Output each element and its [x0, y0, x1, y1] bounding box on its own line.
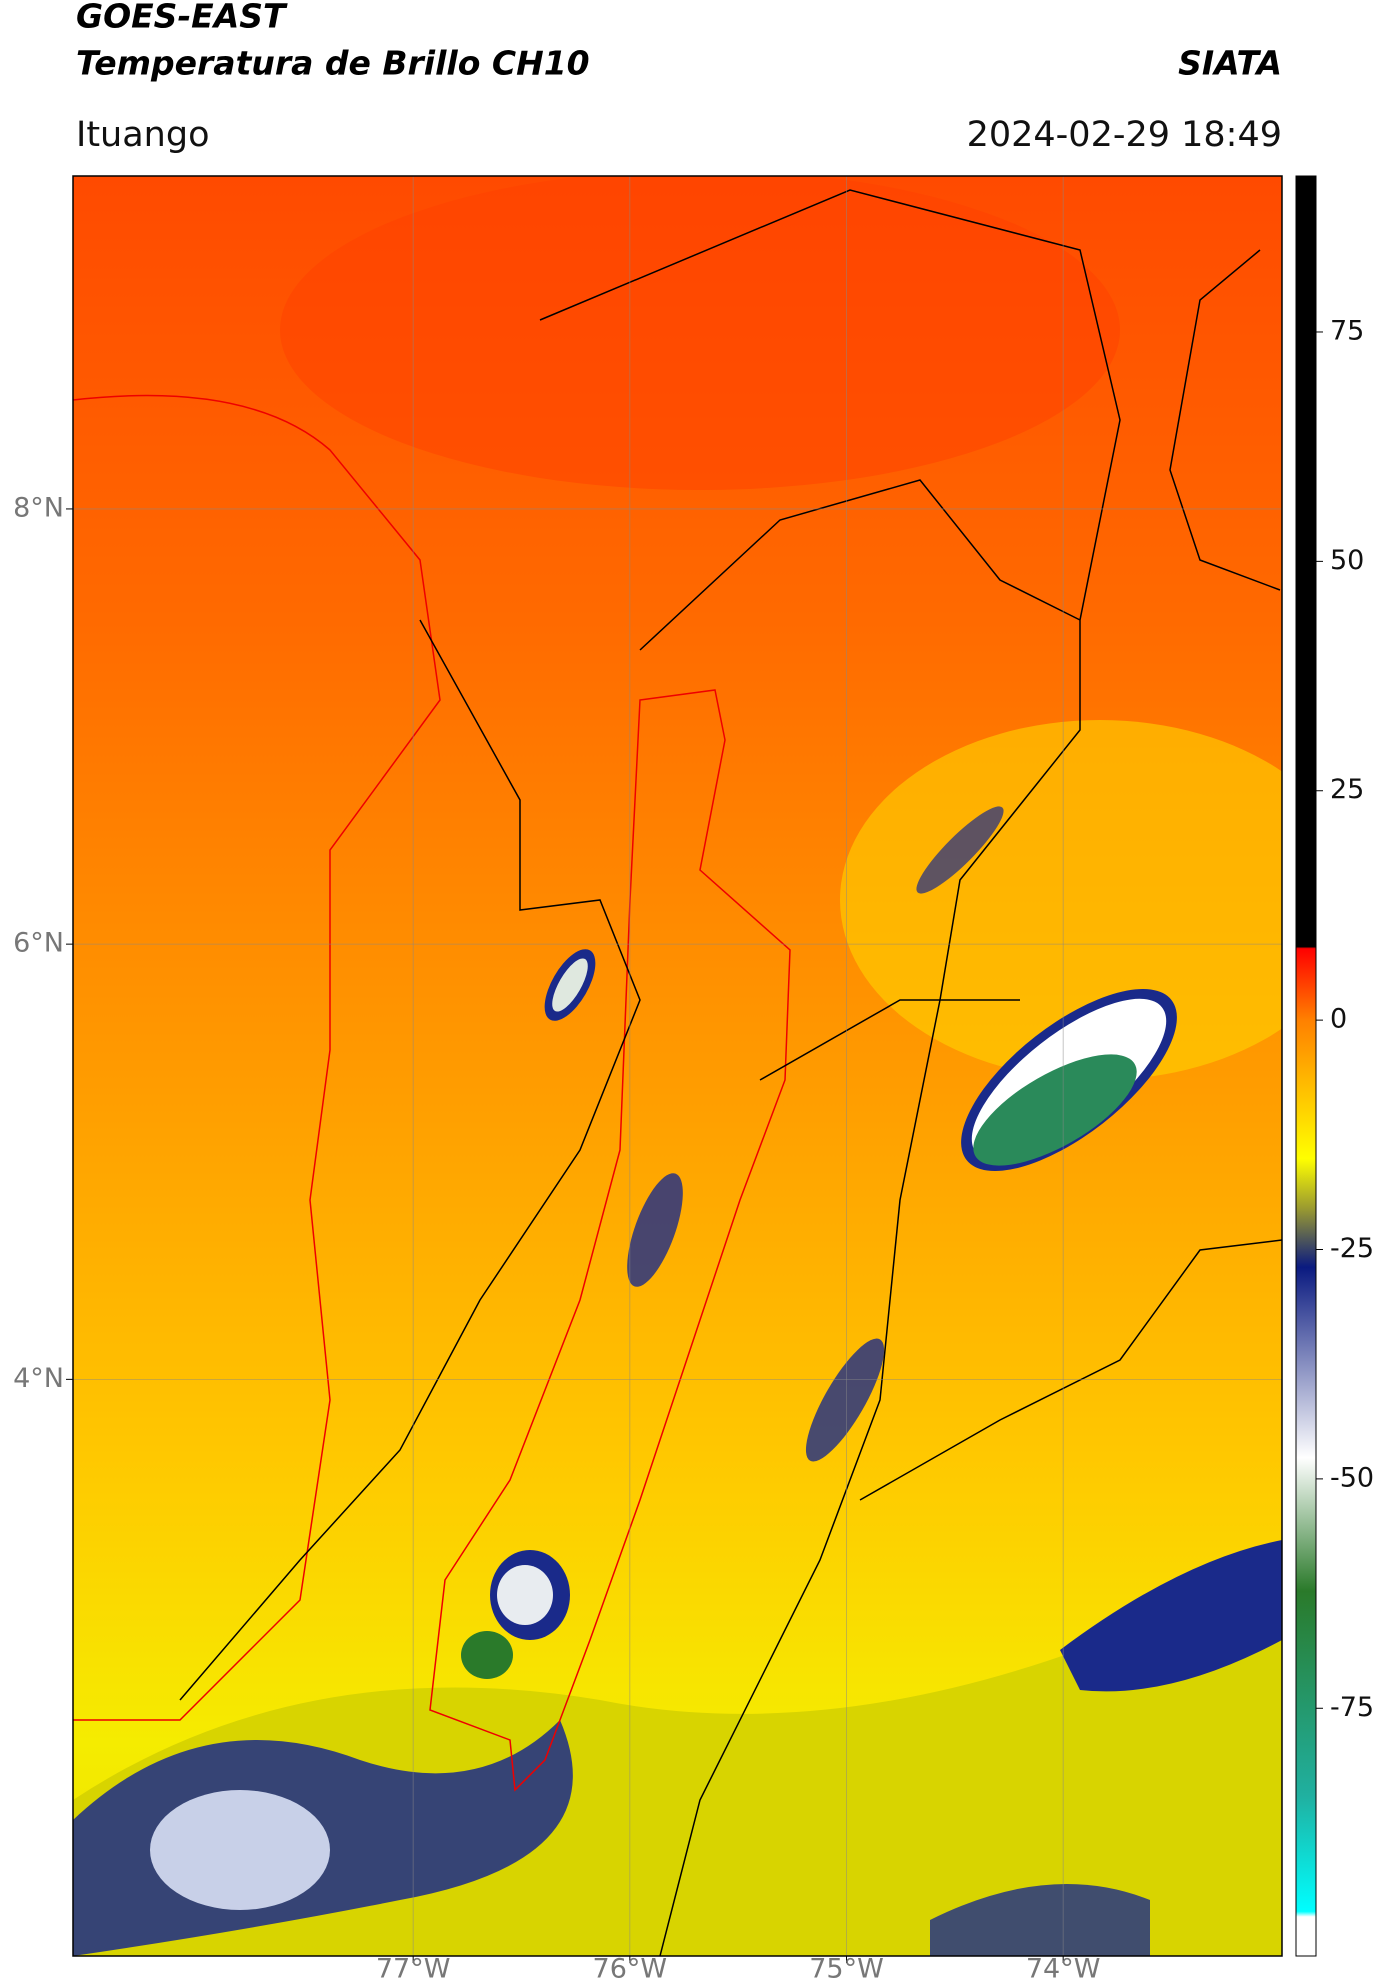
- x-tick-label: 74°W: [1026, 1954, 1101, 1982]
- colorbar-tick-label: 50: [1330, 545, 1364, 576]
- y-tick-label: 4°N: [13, 1363, 64, 1394]
- subtitle: Temperatura de Brillo CH10: [76, 44, 590, 83]
- x-tick-label: 76°W: [593, 1954, 668, 1982]
- grid: [73, 176, 1282, 1956]
- colorbar: [1295, 175, 1317, 1957]
- brand: SIATA: [1178, 44, 1282, 83]
- colorbar-tick-label: -25: [1330, 1233, 1374, 1264]
- colorbar-tick-label: -75: [1330, 1692, 1374, 1723]
- colorbar-tick-label: 0: [1330, 1004, 1347, 1035]
- y-tick-label: 6°N: [13, 928, 64, 959]
- map-frame: [72, 175, 1283, 1957]
- location: Ituango: [76, 115, 210, 155]
- title: GOES-EAST: [76, 0, 288, 36]
- timestamp: 2024-02-29 18:49: [967, 115, 1282, 155]
- y-tick-label: 8°N: [13, 492, 64, 523]
- colorbar-tick-label: -50: [1330, 1462, 1374, 1493]
- colorbar-tick-label: 75: [1330, 315, 1364, 346]
- map-raster: [73, 176, 1282, 1956]
- x-tick-label: 75°W: [809, 1954, 884, 1982]
- x-tick-label: 77°W: [376, 1954, 451, 1982]
- colorbar-tick-label: 25: [1330, 774, 1364, 805]
